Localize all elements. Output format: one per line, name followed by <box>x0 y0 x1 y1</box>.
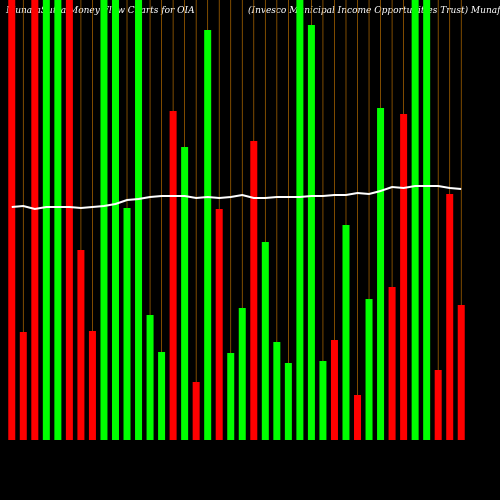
bar <box>158 352 166 440</box>
bar <box>273 342 281 440</box>
bar <box>135 0 143 440</box>
bar <box>169 111 177 440</box>
bar <box>423 0 431 440</box>
bar <box>100 0 108 440</box>
bar <box>411 0 419 440</box>
bar <box>377 108 385 440</box>
bar <box>400 114 408 440</box>
chart-subtitle: (Invesco Municipal Income Opportunities … <box>248 5 500 16</box>
bar <box>227 353 235 440</box>
bar <box>192 382 200 440</box>
bar <box>215 209 223 440</box>
bar <box>181 147 189 440</box>
bar <box>77 250 85 440</box>
bar <box>354 395 362 440</box>
bar <box>365 299 373 440</box>
bar <box>296 0 304 440</box>
bar <box>42 0 50 440</box>
bar <box>204 30 212 440</box>
bar <box>319 361 327 440</box>
bar <box>434 370 442 440</box>
bar <box>284 363 292 440</box>
bar <box>111 0 119 440</box>
bar <box>261 242 269 440</box>
bar <box>342 225 350 440</box>
bar <box>88 331 96 440</box>
bar <box>65 0 73 440</box>
bar <box>250 141 258 440</box>
bar <box>54 0 62 440</box>
line <box>11 185 462 211</box>
bar <box>307 25 315 440</box>
chart-title: MunafaSutra Money Flow Charts for OIA <box>5 6 195 16</box>
bar <box>388 287 396 440</box>
bar <box>457 305 465 440</box>
bar <box>8 0 16 440</box>
bar <box>330 340 338 440</box>
bar <box>446 194 454 440</box>
bar <box>123 208 131 440</box>
bar <box>238 308 246 440</box>
bar <box>19 332 27 440</box>
bar <box>146 315 154 440</box>
bar <box>31 0 39 440</box>
